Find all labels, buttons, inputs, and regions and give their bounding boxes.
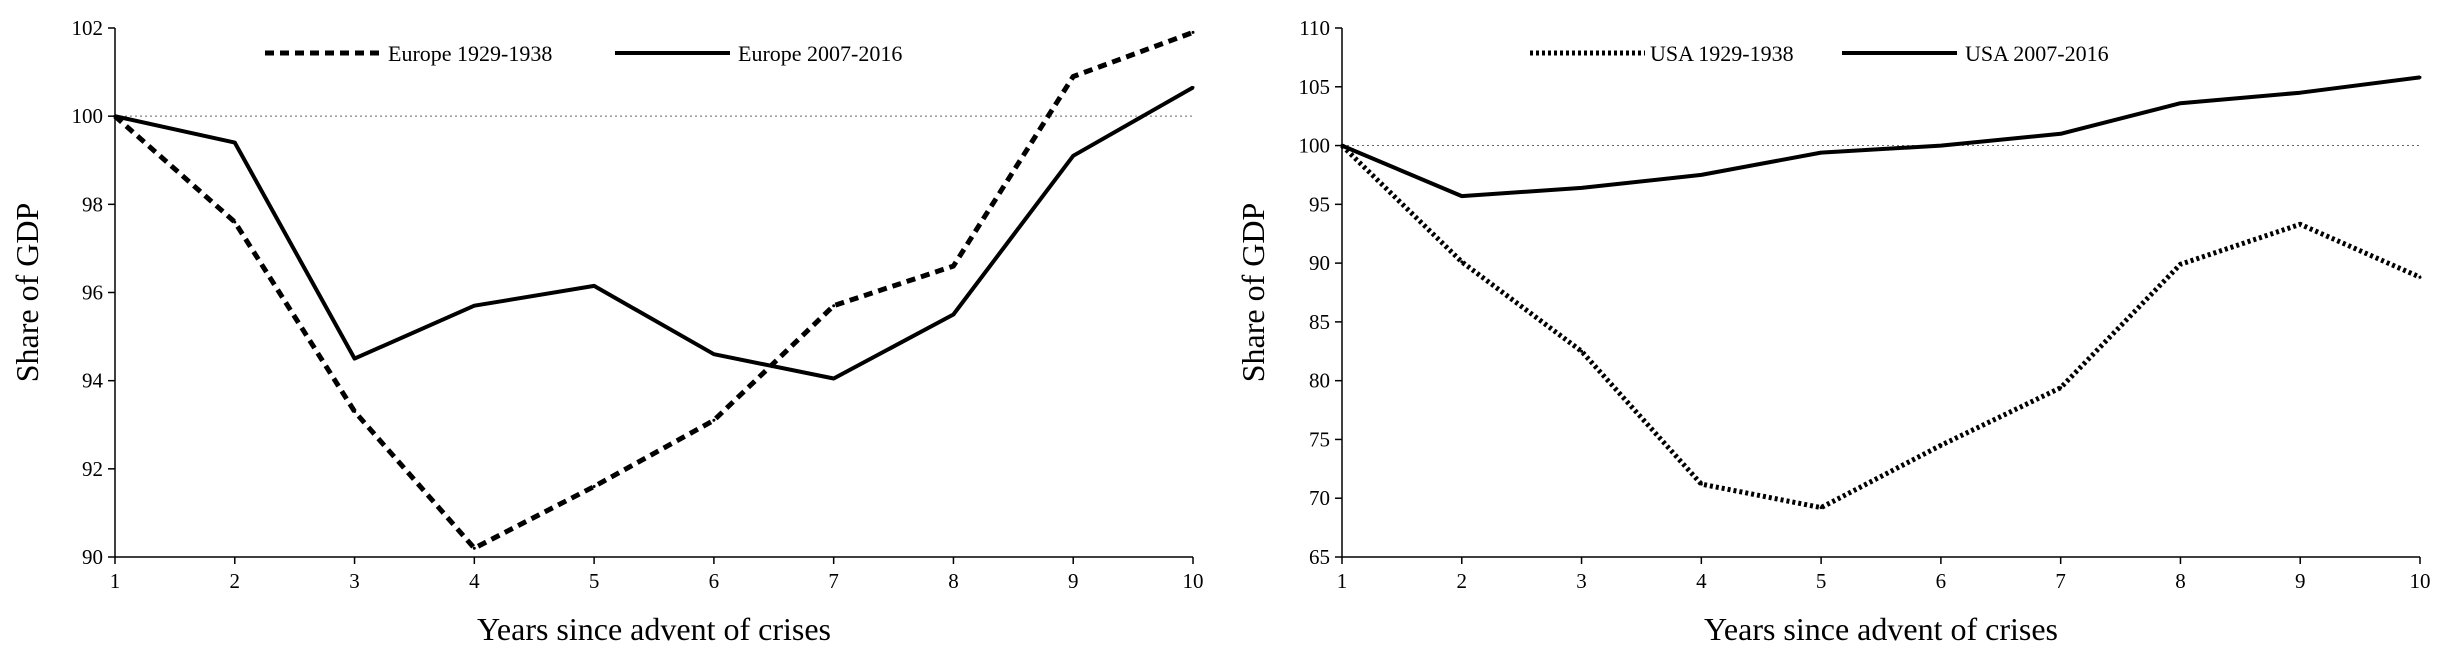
chart-1: 90 92 94 96 98 100 102 1 2 3 4 5 6 7 8 9 10 Europe 1929-1… — [9, 16, 1204, 647]
data-point — [1460, 194, 1464, 198]
x-tick-label: 1 — [110, 569, 121, 593]
data-point — [113, 114, 117, 118]
data-point — [592, 284, 596, 288]
y-tick-label: 65 — [1309, 545, 1330, 569]
data-point — [951, 264, 955, 268]
data-point — [712, 352, 716, 356]
data-point — [2059, 386, 2063, 390]
data-point — [1071, 154, 1075, 158]
series-line-1 — [113, 30, 1194, 551]
series-line-2 — [1341, 75, 2421, 199]
data-point — [1071, 75, 1075, 78]
y-tick-label: 75 — [1309, 427, 1330, 451]
data-point — [1191, 86, 1195, 89]
x-tick-label: 6 — [1936, 569, 1947, 593]
x-tick-label: 7 — [828, 569, 839, 593]
x-tick-label: 8 — [2175, 569, 2186, 593]
legend-label-1: USA 1929-1938 — [1650, 41, 1794, 66]
y-tick-label: 90 — [1309, 251, 1330, 275]
y-tick-label: 100 — [1299, 134, 1331, 158]
data-point — [353, 410, 357, 413]
y-axis-title: Share of GDP — [1235, 203, 1271, 383]
x-tick-label: 5 — [589, 569, 600, 593]
x-tick-label: 9 — [1068, 569, 1079, 593]
y-tick-label: 70 — [1309, 486, 1330, 510]
chart-2: 65 70 75 80 85 90 95 100 105 110 1 2 3 4 5 6 7 8 9 10 USA 19… — [1235, 16, 2431, 647]
y-axis-title: Share of GDP — [9, 203, 45, 383]
x-tick-label: 9 — [2295, 569, 2306, 593]
x-tick-label: 5 — [1816, 569, 1827, 593]
x-tick-label: 4 — [1696, 569, 1707, 593]
x-tick-label: 7 — [2055, 569, 2066, 593]
x-tick-label: 1 — [1337, 569, 1348, 593]
data-point — [233, 141, 237, 145]
y-tick-label: 100 — [72, 104, 104, 128]
data-point — [2418, 275, 2422, 279]
y-tick-label: 90 — [82, 545, 103, 569]
x-tick-label: 4 — [469, 569, 480, 593]
x-tick-label: 2 — [1457, 569, 1468, 593]
data-point — [1460, 260, 1464, 264]
x-axis-title: Years since advent of crises — [477, 611, 831, 647]
y-tick-label: 95 — [1309, 192, 1330, 216]
data-point — [353, 357, 357, 361]
x-tick-label: 8 — [948, 569, 959, 593]
data-point — [1580, 186, 1584, 190]
data-point — [2298, 222, 2302, 226]
x-tick-label: 6 — [709, 569, 720, 593]
data-point — [472, 304, 476, 308]
data-point — [2418, 75, 2422, 79]
x-tick-label: 3 — [349, 569, 360, 593]
y-tick-label: 105 — [1299, 75, 1331, 99]
data-point — [1580, 349, 1584, 353]
series-line-1 — [1340, 143, 2422, 511]
data-point — [951, 313, 955, 316]
y-tick-label: 94 — [82, 369, 104, 393]
data-point — [2298, 91, 2302, 95]
legend-label-2: USA 2007-2016 — [1965, 41, 2109, 66]
data-point — [832, 377, 836, 380]
data-point — [2059, 132, 2063, 136]
data-point — [712, 418, 716, 422]
y-tick-label: 96 — [82, 281, 103, 305]
data-point — [1340, 144, 1344, 148]
data-point — [233, 220, 237, 224]
x-tick-label: 3 — [1576, 569, 1587, 593]
data-point — [1939, 144, 1943, 148]
series-line-2 — [114, 85, 1194, 381]
data-point — [2178, 101, 2182, 105]
x-tick-label: 10 — [2410, 569, 2431, 593]
y-tick-label: 102 — [72, 16, 104, 40]
data-point — [1819, 151, 1823, 155]
x-axis-title: Years since advent of crises — [1704, 611, 2058, 647]
legend-label-2: Europe 2007-2016 — [738, 41, 902, 66]
data-point — [592, 485, 596, 488]
data-point — [2178, 262, 2182, 266]
y-tick-label: 85 — [1309, 310, 1330, 334]
data-point — [1819, 506, 1823, 510]
x-tick-label: 10 — [1183, 569, 1204, 593]
y-tick-label: 80 — [1309, 369, 1330, 393]
legend-label-1: Europe 1929-1938 — [388, 41, 552, 66]
data-point — [472, 546, 476, 550]
y-tick-label: 110 — [1299, 16, 1330, 40]
y-tick-label: 92 — [82, 457, 103, 481]
data-point — [1699, 482, 1703, 486]
data-point — [1939, 443, 1943, 447]
data-point — [1699, 173, 1703, 177]
data-point — [1191, 30, 1195, 34]
data-point — [832, 304, 836, 308]
y-tick-label: 98 — [82, 192, 103, 216]
x-tick-label: 2 — [230, 569, 241, 593]
